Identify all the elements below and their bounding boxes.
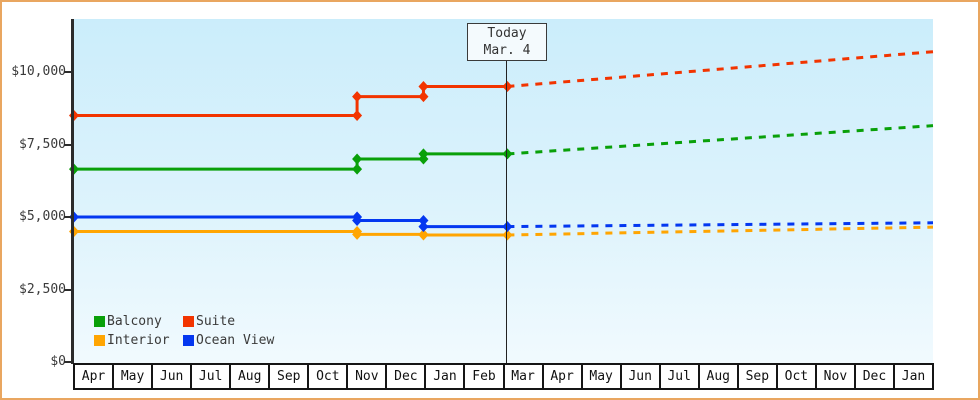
suite-point-marker [352,110,363,121]
ocean-view-point-marker [418,221,429,233]
legend-label: Interior [107,333,170,348]
y-tick-mark [64,71,72,73]
interior-point-marker [352,228,363,240]
interior-point-marker [418,229,429,241]
y-tick-label: $2,500 [19,281,66,297]
legend-swatch-icon [183,316,194,327]
y-tick-mark [64,361,72,363]
balcony-point-marker [352,153,363,165]
y-tick-mark [64,216,72,218]
y-tick-label: $7,500 [19,136,66,152]
interior-point-marker [502,229,513,241]
month-label: Oct [307,363,349,390]
legend-label: Ocean View [196,333,275,348]
balcony-point-marker [418,148,429,160]
month-label: Jun [151,363,193,390]
legend-label: Suite [196,314,236,329]
month-label: May [580,363,622,390]
legend: Balcony Suite Interior Ocean View [94,314,274,348]
ocean-view-point-marker [418,214,429,226]
suite-point-marker [352,91,363,103]
y-tick-mark [64,288,72,291]
legend-label: Balcony [107,314,162,329]
legend-item: Balcony [94,314,183,329]
ocean-view-history-line [74,215,508,229]
ocean-view-point-marker [352,214,363,226]
today-annotation-box: Today Mar. 4 [467,23,547,61]
month-label: Jul [658,363,700,390]
y-tick-mark [64,143,72,146]
y-tick-label: $0 [50,354,66,369]
today-label: Today [487,26,527,41]
plot-area: Balcony Suite Interior Ocean View [69,19,934,363]
month-label: Sep [268,363,310,390]
month-label: Oct [775,363,817,390]
suite-point-marker [502,81,513,92]
today-vertical-line [506,61,507,363]
month-label: Mar [502,363,544,390]
ocean-view-point-marker [502,221,513,233]
interior-forecast-line [507,225,934,237]
y-tick-label: $10,000 [11,64,66,79]
x-axis-month-labels: Apr May Jun Jul Aug Sep Oct Nov Dec Jan Feb Mar Apr M… [73,363,935,390]
y-axis-line [71,19,74,364]
month-label: May [112,363,154,390]
month-label: Apr [541,363,583,390]
balcony-point-marker [352,163,363,175]
legend-swatch-icon [94,335,105,346]
month-label: Aug [697,363,739,390]
legend-item: Suite [183,314,274,329]
month-label: Nov [814,363,856,390]
ocean-view-forecast-line [507,221,934,229]
balcony-history-line [74,152,508,171]
month-label: Aug [229,363,271,390]
month-label: Apr [73,363,115,390]
balcony-forecast-line [507,124,934,156]
month-label: Dec [385,363,427,390]
month-label: Nov [346,363,388,390]
month-label: Jul [190,363,232,390]
suite-point-marker [418,81,429,92]
legend-item: Interior [94,333,183,348]
month-label: Feb [463,363,505,390]
y-tick-label: $5,000 [19,209,66,224]
legend-swatch-icon [183,335,194,346]
interior-history-line [74,230,508,237]
month-label: Jan [424,363,466,390]
balcony-point-marker [502,148,513,160]
month-label: Jan [892,363,935,390]
month-label: Dec [853,363,895,390]
suite-point-marker [418,91,429,103]
legend-item: Ocean View [183,333,274,348]
legend-swatch-icon [94,316,105,327]
suite-history-line [74,85,508,117]
today-date: Mar. 4 [483,43,531,58]
month-label: Sep [736,363,778,390]
month-label: Jun [619,363,661,390]
price-lines-canvas [69,50,934,241]
suite-forecast-line [507,50,934,88]
